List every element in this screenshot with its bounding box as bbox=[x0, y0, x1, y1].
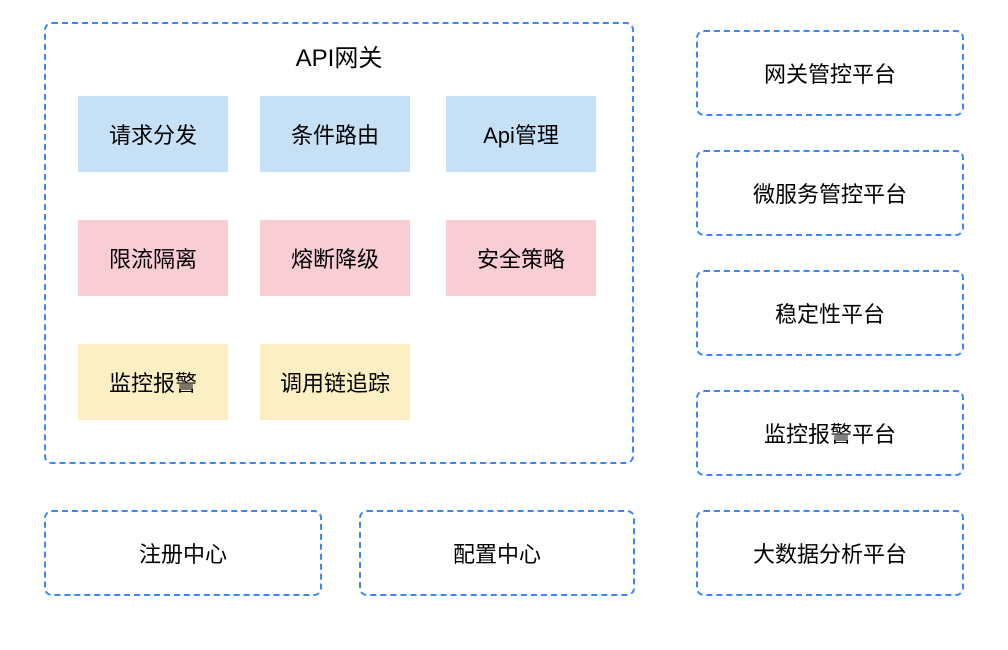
right-box: 稳定性平台 bbox=[696, 270, 964, 356]
bottom-box-label: 配置中心 bbox=[453, 537, 541, 569]
feature-cell: 条件路由 bbox=[260, 96, 410, 172]
feature-cell: Api管理 bbox=[446, 96, 596, 172]
right-box-label: 稳定性平台 bbox=[775, 297, 885, 329]
feature-cell: 安全策略 bbox=[446, 220, 596, 296]
feature-cell: 限流隔离 bbox=[78, 220, 228, 296]
feature-cell-label: 监控报警 bbox=[109, 366, 197, 398]
right-box: 网关管控平台 bbox=[696, 30, 964, 116]
api-gateway-title: API网关 bbox=[46, 38, 632, 73]
feature-cell-label: 请求分发 bbox=[109, 118, 197, 150]
feature-cell-label: Api管理 bbox=[483, 118, 559, 150]
feature-cell: 监控报警 bbox=[78, 344, 228, 420]
feature-cell-label: 条件路由 bbox=[291, 118, 379, 150]
bottom-box-label: 注册中心 bbox=[139, 537, 227, 569]
right-box: 微服务管控平台 bbox=[696, 150, 964, 236]
bottom-box: 注册中心 bbox=[44, 510, 322, 596]
feature-cell-label: 安全策略 bbox=[477, 242, 565, 274]
bottom-box: 配置中心 bbox=[359, 510, 635, 596]
feature-cell: 请求分发 bbox=[78, 96, 228, 172]
right-box-label: 网关管控平台 bbox=[764, 57, 896, 89]
right-box: 大数据分析平台 bbox=[696, 510, 964, 596]
feature-cell-label: 限流隔离 bbox=[109, 242, 197, 274]
right-box-label: 微服务管控平台 bbox=[753, 177, 907, 209]
api-gateway-panel: API网关 请求分发 条件路由 Api管理限流隔离 熔断降级 安全策略监控报警 调用链追踪 bbox=[44, 22, 634, 464]
feature-cell-label: 调用链追踪 bbox=[280, 366, 390, 398]
right-box: 监控报警平台 bbox=[696, 390, 964, 476]
diagram-canvas: API网关 请求分发 条件路由 Api管理限流隔离 熔断降级 安全策略监控报警 调用链追踪… bbox=[0, 0, 1008, 650]
right-box-label: 监控报警平台 bbox=[764, 417, 896, 449]
right-box-label: 大数据分析平台 bbox=[753, 537, 907, 569]
feature-cell: 熔断降级 bbox=[260, 220, 410, 296]
feature-cell: 调用链追踪 bbox=[260, 344, 410, 420]
feature-cell-label: 熔断降级 bbox=[291, 242, 379, 274]
